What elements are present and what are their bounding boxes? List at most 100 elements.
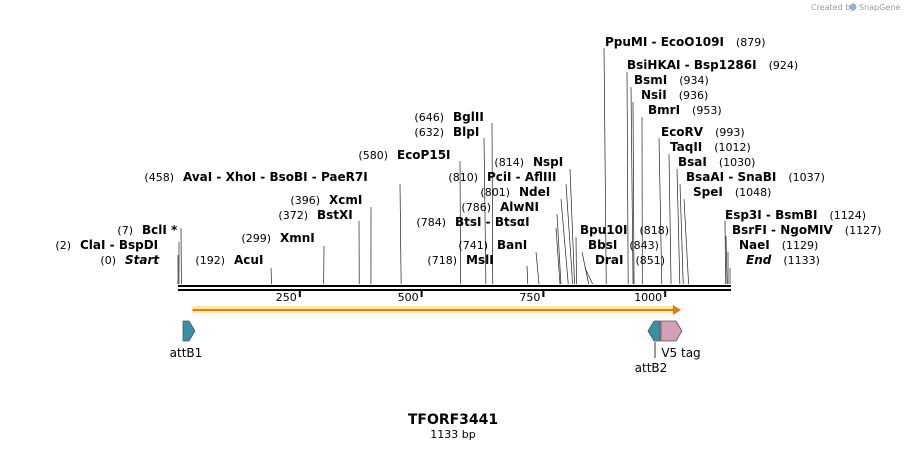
site-enzyme-name: BbsI bbox=[588, 238, 617, 252]
site-label[interactable]: PpuMI - EcoO109I (879) bbox=[605, 35, 766, 49]
site-enzyme-name: BsmBI bbox=[775, 208, 817, 222]
site-label[interactable]: XmnI (299) bbox=[241, 231, 314, 245]
orf-arrow[interactable] bbox=[192, 305, 681, 315]
site-label[interactable]: AlwNI (786) bbox=[461, 200, 539, 214]
site-label[interactable]: BlpI (632) bbox=[414, 125, 479, 139]
site-enzyme-name: Start bbox=[125, 253, 160, 267]
feature-label: V5 tag bbox=[661, 346, 700, 360]
site-label[interactable]: BsaAI - SnaBI (1037) bbox=[686, 170, 825, 184]
site-label[interactable]: SpeI (1048) bbox=[693, 185, 771, 199]
sequence-backbone bbox=[178, 285, 731, 291]
site-label[interactable]: BmrI (953) bbox=[648, 103, 722, 117]
site-label[interactable]: DraI (851) bbox=[595, 253, 665, 267]
site-label[interactable]: NspI (814) bbox=[494, 155, 563, 169]
site-label[interactable]: BsrFI - NgoMIV (1127) bbox=[732, 223, 881, 237]
site-leader-line bbox=[668, 153, 672, 285]
site-enzyme-name: NaeI bbox=[739, 238, 770, 252]
snapgene-credit: Created by SnapGene bbox=[811, 3, 900, 12]
site-label[interactable]: BanI (741) bbox=[458, 238, 527, 252]
site-label[interactable]: EcoP15I (580) bbox=[358, 148, 450, 162]
site-label[interactable]: EcoRV (993) bbox=[661, 125, 745, 139]
site-leader-line bbox=[459, 160, 461, 285]
credit-brand: SnapGene bbox=[859, 3, 900, 12]
site-enzyme-name: AlwNI bbox=[500, 200, 539, 214]
site-leader-lines bbox=[177, 47, 731, 285]
site-enzyme-name: BsiHKAI bbox=[627, 58, 681, 72]
site-name: XmnI bbox=[280, 231, 315, 245]
feature-v5-tag[interactable] bbox=[660, 320, 683, 342]
feature-attb1[interactable] bbox=[182, 320, 196, 342]
site-name: BstXI bbox=[317, 208, 353, 222]
site-label[interactable]: NaeI (1129) bbox=[739, 238, 818, 252]
site-leader-line bbox=[679, 183, 684, 285]
site-position: (1133) bbox=[783, 254, 820, 267]
site-enzyme-name: EcoO109I bbox=[661, 35, 724, 49]
site-label[interactable]: NdeI (801) bbox=[480, 185, 550, 199]
site-label[interactable]: BsaI (1030) bbox=[678, 155, 755, 169]
site-label[interactable]: PciI - AflIII (810) bbox=[448, 170, 556, 184]
site-name: BglII bbox=[453, 110, 484, 124]
site-label[interactable]: AcuI (192) bbox=[195, 253, 263, 267]
site-label[interactable]: TaqII (1012) bbox=[670, 140, 751, 154]
site-enzyme-name: BmrI bbox=[648, 103, 680, 117]
site-labels: Start (0) ClaI - BspDI (2) BclI * (7) AcuI (192… bbox=[55, 35, 881, 267]
site-label[interactable]: MslI (718) bbox=[427, 253, 493, 267]
site-separator: - bbox=[724, 170, 737, 184]
site-name: End bbox=[746, 253, 772, 267]
site-position: (879) bbox=[736, 36, 766, 49]
site-enzyme-name: ClaI bbox=[80, 238, 105, 252]
site-leader-line bbox=[658, 137, 663, 285]
site-position: (784) bbox=[416, 216, 446, 229]
site-label[interactable]: End (1133) bbox=[746, 253, 820, 267]
site-name: BtsI - BtsαI bbox=[455, 215, 530, 229]
site-label[interactable]: BbsI (843) bbox=[588, 238, 659, 252]
site-label[interactable]: Esp3I - BsmBI (1124) bbox=[725, 208, 866, 222]
site-position: (851) bbox=[635, 254, 665, 267]
site-position: (993) bbox=[715, 126, 745, 139]
feature-attb2[interactable] bbox=[647, 320, 661, 342]
site-label[interactable]: Bpu10I (818) bbox=[580, 223, 669, 237]
site-label[interactable]: BstXI (372) bbox=[278, 208, 352, 222]
site-label[interactable]: BsmI (934) bbox=[634, 73, 709, 87]
site-label[interactable]: XcmI (396) bbox=[290, 193, 362, 207]
site-enzyme-name: NspI bbox=[533, 155, 563, 169]
site-position: (843) bbox=[629, 239, 659, 252]
site-position: (1048) bbox=[735, 186, 772, 199]
site-name: NspI bbox=[533, 155, 563, 169]
site-position: (396) bbox=[290, 194, 320, 207]
site-leader-line bbox=[630, 86, 634, 285]
site-name: Bpu10I bbox=[580, 223, 627, 237]
site-leader-line bbox=[560, 198, 569, 285]
site-leader-line bbox=[483, 137, 487, 285]
feature-label: attB1 bbox=[170, 346, 203, 360]
site-enzyme-name: XmnI bbox=[280, 231, 315, 245]
site-label[interactable]: BglII (646) bbox=[414, 110, 483, 124]
site-label[interactable]: ClaI - BspDI (2) bbox=[55, 238, 158, 252]
site-label[interactable]: BtsI - BtsαI (784) bbox=[416, 215, 529, 229]
site-position: (818) bbox=[639, 224, 669, 237]
site-position: (810) bbox=[448, 171, 478, 184]
site-separator: - bbox=[647, 35, 660, 49]
site-label[interactable]: NsiI (936) bbox=[641, 88, 708, 102]
site-enzyme-name: BsmI bbox=[634, 73, 667, 87]
site-position: (7) bbox=[117, 224, 133, 237]
site-position: (814) bbox=[494, 156, 524, 169]
site-enzyme-name: Esp3I bbox=[725, 208, 762, 222]
axis-tick-label: 250 bbox=[276, 291, 297, 304]
site-enzyme-name: BglII bbox=[453, 110, 484, 124]
axis-tick-label: 750 bbox=[519, 291, 540, 304]
site-name: NaeI bbox=[739, 238, 770, 252]
axis-tick-label: 1000 bbox=[634, 291, 662, 304]
snapgene-logo-icon bbox=[849, 3, 857, 11]
site-leader-line bbox=[535, 251, 540, 285]
site-label[interactable]: BclI * (7) bbox=[117, 223, 178, 237]
site-enzyme-name: BstXI bbox=[317, 208, 353, 222]
site-label[interactable]: AvaI - XhoI - BsoBI - PaeR7I (458) bbox=[144, 170, 367, 184]
site-name: PpuMI - EcoO109I bbox=[605, 35, 724, 49]
site-label[interactable]: Start (0) bbox=[100, 253, 160, 267]
site-enzyme-name: BtsαI bbox=[495, 215, 530, 229]
site-name: ClaI - BspDI bbox=[80, 238, 158, 252]
site-separator: - bbox=[762, 208, 775, 222]
site-label[interactable]: BsiHKAI - Bsp1286I (924) bbox=[627, 58, 798, 72]
